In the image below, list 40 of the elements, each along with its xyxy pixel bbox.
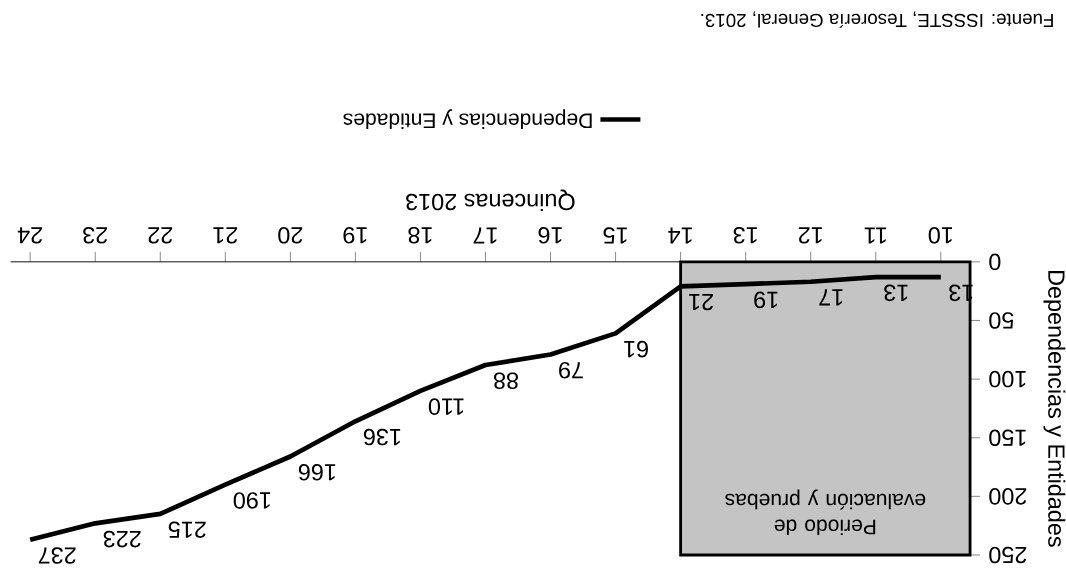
y-tick-label: 50 (989, 312, 1014, 329)
y-tick-label: 0 (989, 253, 1001, 271)
data-label: 79 (559, 361, 583, 379)
data-label: 190 (233, 492, 271, 509)
x-tick-label: 11 (864, 227, 887, 244)
x-tick-label: 23 (83, 226, 108, 244)
x-tick-label: 10 (928, 226, 953, 244)
data-label: 223 (103, 530, 141, 548)
data-label: 17 (819, 289, 843, 306)
x-tick-label: 24 (17, 227, 43, 244)
x-tick-label: 14 (668, 227, 692, 244)
data-label: 88 (494, 372, 518, 390)
band-label: Periodo de evaluación y pruebas (725, 489, 926, 535)
legend-label: Dependencias y Entidades (343, 109, 592, 129)
data-label: 19 (754, 291, 778, 309)
x-tick-label: 22 (148, 227, 173, 244)
data-label: 110 (428, 398, 464, 415)
y-tick-label: 200 (989, 488, 1027, 505)
x-axis-title: Quincenas 2013 (406, 189, 575, 211)
x-tick-label: 18 (408, 226, 432, 244)
data-label: 61 (624, 340, 648, 358)
x-tick-label: 13 (733, 226, 757, 244)
data-label: 166 (298, 463, 336, 481)
y-tick-label: 250 (989, 546, 1027, 564)
x-tick-label: 21 (213, 227, 238, 244)
data-label: 215 (168, 521, 206, 538)
data-label: 21 (689, 293, 713, 311)
x-tick-label: 12 (798, 227, 822, 244)
data-label: 136 (363, 428, 401, 446)
data-label: 13 (884, 284, 908, 302)
x-tick-label: 19 (343, 226, 367, 244)
x-tick-label: 16 (538, 226, 562, 244)
y-axis-title: Dependencias y Entidades (1043, 271, 1066, 547)
source-note: Fuente: ISSSTE, Tesorería General, 2013. (701, 11, 1053, 28)
y-tick-label: 150 (989, 429, 1026, 446)
data-label: 237 (38, 547, 76, 564)
x-tick-label: 17 (473, 227, 497, 244)
x-tick-label: 15 (603, 227, 627, 244)
y-tick-label: 100 (989, 370, 1026, 388)
x-tick-label: 20 (278, 226, 303, 244)
